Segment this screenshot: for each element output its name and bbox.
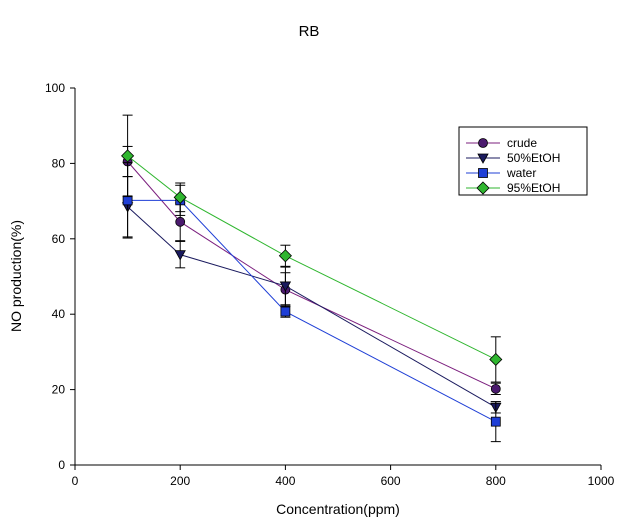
data-point	[175, 216, 186, 227]
legend-label: water	[506, 166, 536, 180]
series-line	[127, 206, 497, 408]
y-tick-label: 80	[52, 156, 66, 170]
data-point	[122, 195, 133, 206]
series-line	[127, 199, 497, 423]
x-tick-label: 400	[275, 474, 295, 488]
data-point	[278, 249, 292, 263]
y-axis-ticks: 0 20 40 60 80 100	[45, 81, 75, 472]
legend-marker	[478, 138, 488, 148]
data-point	[174, 250, 186, 261]
series-line	[127, 155, 497, 360]
legend-marker	[477, 153, 489, 164]
y-tick-label: 60	[52, 232, 66, 246]
y-tick-label: 0	[58, 458, 65, 472]
legend-label: 50%EtOH	[507, 151, 560, 165]
data-point	[121, 149, 135, 163]
x-axis-title: Concentration(ppm)	[276, 501, 400, 517]
legend-marker	[476, 181, 490, 195]
chart-title: RB	[299, 23, 320, 40]
series-crude	[122, 145, 501, 396]
x-tick-label: 0	[72, 474, 79, 488]
legend-label: crude	[507, 136, 537, 150]
data-point	[490, 416, 501, 427]
series-layer	[121, 114, 503, 443]
data-point	[279, 281, 292, 292]
x-tick-label: 800	[486, 474, 506, 488]
x-tick-label: 200	[170, 474, 190, 488]
y-axis-title: NO production(%)	[8, 220, 24, 332]
data-point	[489, 352, 503, 367]
legend-box	[458, 126, 588, 196]
series-95-etoh	[121, 114, 503, 383]
legend-marker	[478, 168, 488, 178]
x-axis-ticks: 0 200 400 600 800 1000	[72, 465, 615, 488]
data-point	[280, 306, 291, 317]
data-point	[173, 190, 187, 204]
x-tick-label: 600	[381, 474, 401, 488]
y-tick-label: 100	[45, 81, 65, 95]
data-point	[490, 383, 501, 394]
x-tick-label: 1000	[588, 474, 615, 488]
y-tick-label: 40	[52, 307, 66, 321]
legend-label: 95%EtOH	[507, 181, 560, 195]
plot-area	[74, 88, 601, 466]
y-tick-label: 20	[52, 383, 66, 397]
